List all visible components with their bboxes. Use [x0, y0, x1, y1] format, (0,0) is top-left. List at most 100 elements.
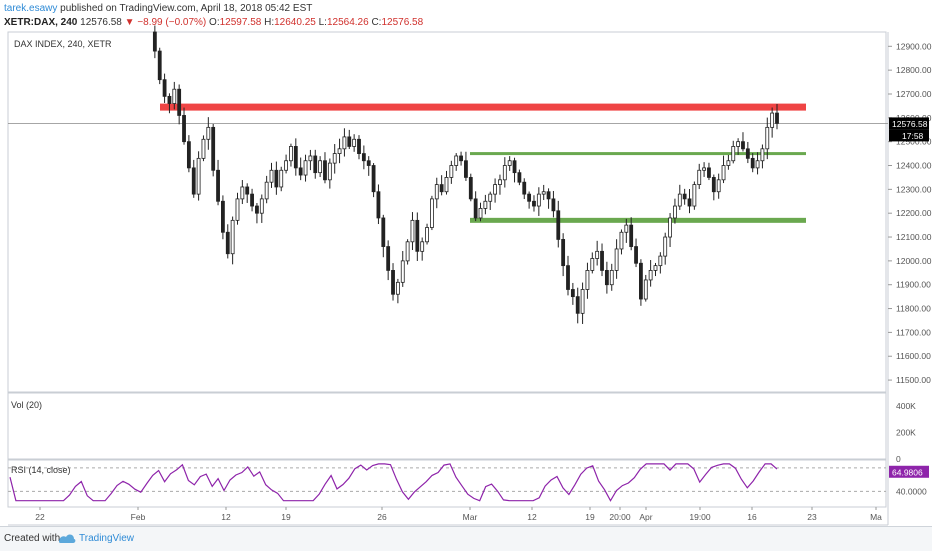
price-tick-label: 11900.00	[896, 280, 931, 290]
candle-body	[697, 169, 702, 185]
candle-body	[614, 248, 619, 271]
candle-body	[400, 260, 405, 283]
time-tick-label: 19	[585, 512, 595, 522]
low-value: 12564.26	[326, 17, 369, 28]
candle-body	[430, 198, 434, 228]
time-tick-label: 19:00	[689, 512, 711, 522]
candle-body	[303, 160, 308, 176]
candle-body	[760, 148, 765, 162]
candle-body	[517, 172, 522, 183]
author-link[interactable]: tarek.esawy	[4, 3, 58, 14]
candle-body	[395, 281, 400, 295]
candle-body	[682, 193, 687, 200]
candle-body	[235, 198, 240, 221]
rsi-line	[9, 463, 778, 502]
chart-header: tarek.esawy published on TradingView.com…	[0, 0, 932, 32]
candle-body	[522, 181, 527, 195]
candle-body	[337, 148, 342, 154]
candle-body	[386, 246, 391, 271]
chart-canvas[interactable]: 12900.0012800.0012700.0012600.0012500.00…	[0, 0, 932, 526]
candle-body	[454, 155, 459, 166]
candle-body	[736, 141, 741, 147]
candle-body	[177, 88, 182, 116]
price-tick-label: 12500.00	[896, 137, 932, 147]
candle-body	[580, 289, 585, 314]
candle-body	[658, 255, 663, 267]
candle-body	[327, 162, 332, 181]
candle-body	[643, 279, 648, 300]
candle-body	[755, 160, 760, 169]
candle-body	[206, 126, 211, 140]
price-tick-label: 12400.00	[896, 161, 932, 171]
last-price: 12576.58	[80, 17, 122, 28]
candle-body	[488, 193, 493, 202]
candle-body	[259, 198, 264, 214]
close-value: 12576.58	[381, 17, 424, 28]
price-tick-label: 12900.00	[896, 41, 932, 51]
candle-body	[629, 224, 634, 247]
candle-body	[191, 167, 196, 195]
candle-body	[721, 165, 726, 181]
candle-body	[702, 167, 706, 171]
candle-body	[434, 184, 439, 200]
candle-body	[391, 270, 395, 295]
rsi-label: RSI (14, close)	[11, 465, 71, 475]
price-tick-label: 11800.00	[896, 304, 931, 314]
lower-range-line	[470, 217, 806, 223]
candle-body	[750, 157, 755, 169]
candle-body	[167, 95, 172, 104]
candle-body	[425, 227, 429, 243]
candle-body	[634, 246, 638, 264]
candle-body	[371, 165, 376, 193]
candle-body	[381, 217, 386, 247]
candle-body	[716, 179, 721, 193]
candle-body	[459, 155, 463, 162]
candle-body	[745, 148, 750, 159]
last-price-tag-text: 12576.58	[892, 119, 928, 129]
close-label: C:	[371, 17, 382, 28]
high-label: H:	[264, 17, 275, 28]
candle-body	[512, 160, 517, 174]
time-tick-label: 22	[35, 512, 45, 522]
candle-body	[201, 138, 206, 159]
candle-body	[493, 184, 497, 195]
tradingview-brand[interactable]: TradingView	[79, 533, 135, 544]
horizontal-levels	[8, 103, 888, 223]
open-label: O:	[209, 17, 220, 28]
candle-body	[595, 250, 600, 259]
candle-body	[726, 160, 731, 166]
time-tick-label: Feb	[131, 512, 146, 522]
rsi-value-tag-text: 64.9806	[892, 467, 923, 477]
candle-body	[361, 153, 366, 162]
candle-body	[279, 169, 284, 188]
candle-body	[648, 270, 653, 281]
candle-body	[225, 231, 230, 255]
time-tick-label: 20:00	[609, 512, 631, 522]
price-tick-label: 11500.00	[896, 375, 931, 385]
candle-body	[507, 160, 512, 166]
rsi-panel	[8, 463, 886, 502]
candle-body	[473, 198, 478, 219]
candle-body	[269, 169, 274, 183]
candle-body	[551, 198, 556, 212]
time-tick-label: 12	[527, 512, 537, 522]
candle-body	[561, 239, 566, 267]
candle-body	[673, 205, 677, 219]
candle-body	[245, 186, 250, 195]
candle-body	[498, 179, 502, 185]
quote-line: XETR:DAX, 240 12576.58 ▼ −8.99 (−0.07%) …	[4, 17, 423, 28]
resistance-band	[160, 103, 806, 111]
rsi-tick-label: 40.0000	[896, 486, 927, 496]
countdown-tag-text: 17:58	[902, 131, 924, 141]
symbol-label: XETR:DAX, 240	[4, 17, 78, 28]
candle-body	[405, 241, 410, 262]
candle-body	[585, 270, 590, 290]
candle-body	[289, 146, 293, 162]
candle-body	[308, 155, 313, 162]
candle-body	[157, 50, 162, 81]
time-tick-label: 26	[377, 512, 387, 522]
candle-body	[483, 200, 488, 209]
last-price-tag	[889, 117, 929, 130]
price-tick-label: 12000.00	[896, 256, 932, 266]
candle-body	[707, 167, 711, 178]
